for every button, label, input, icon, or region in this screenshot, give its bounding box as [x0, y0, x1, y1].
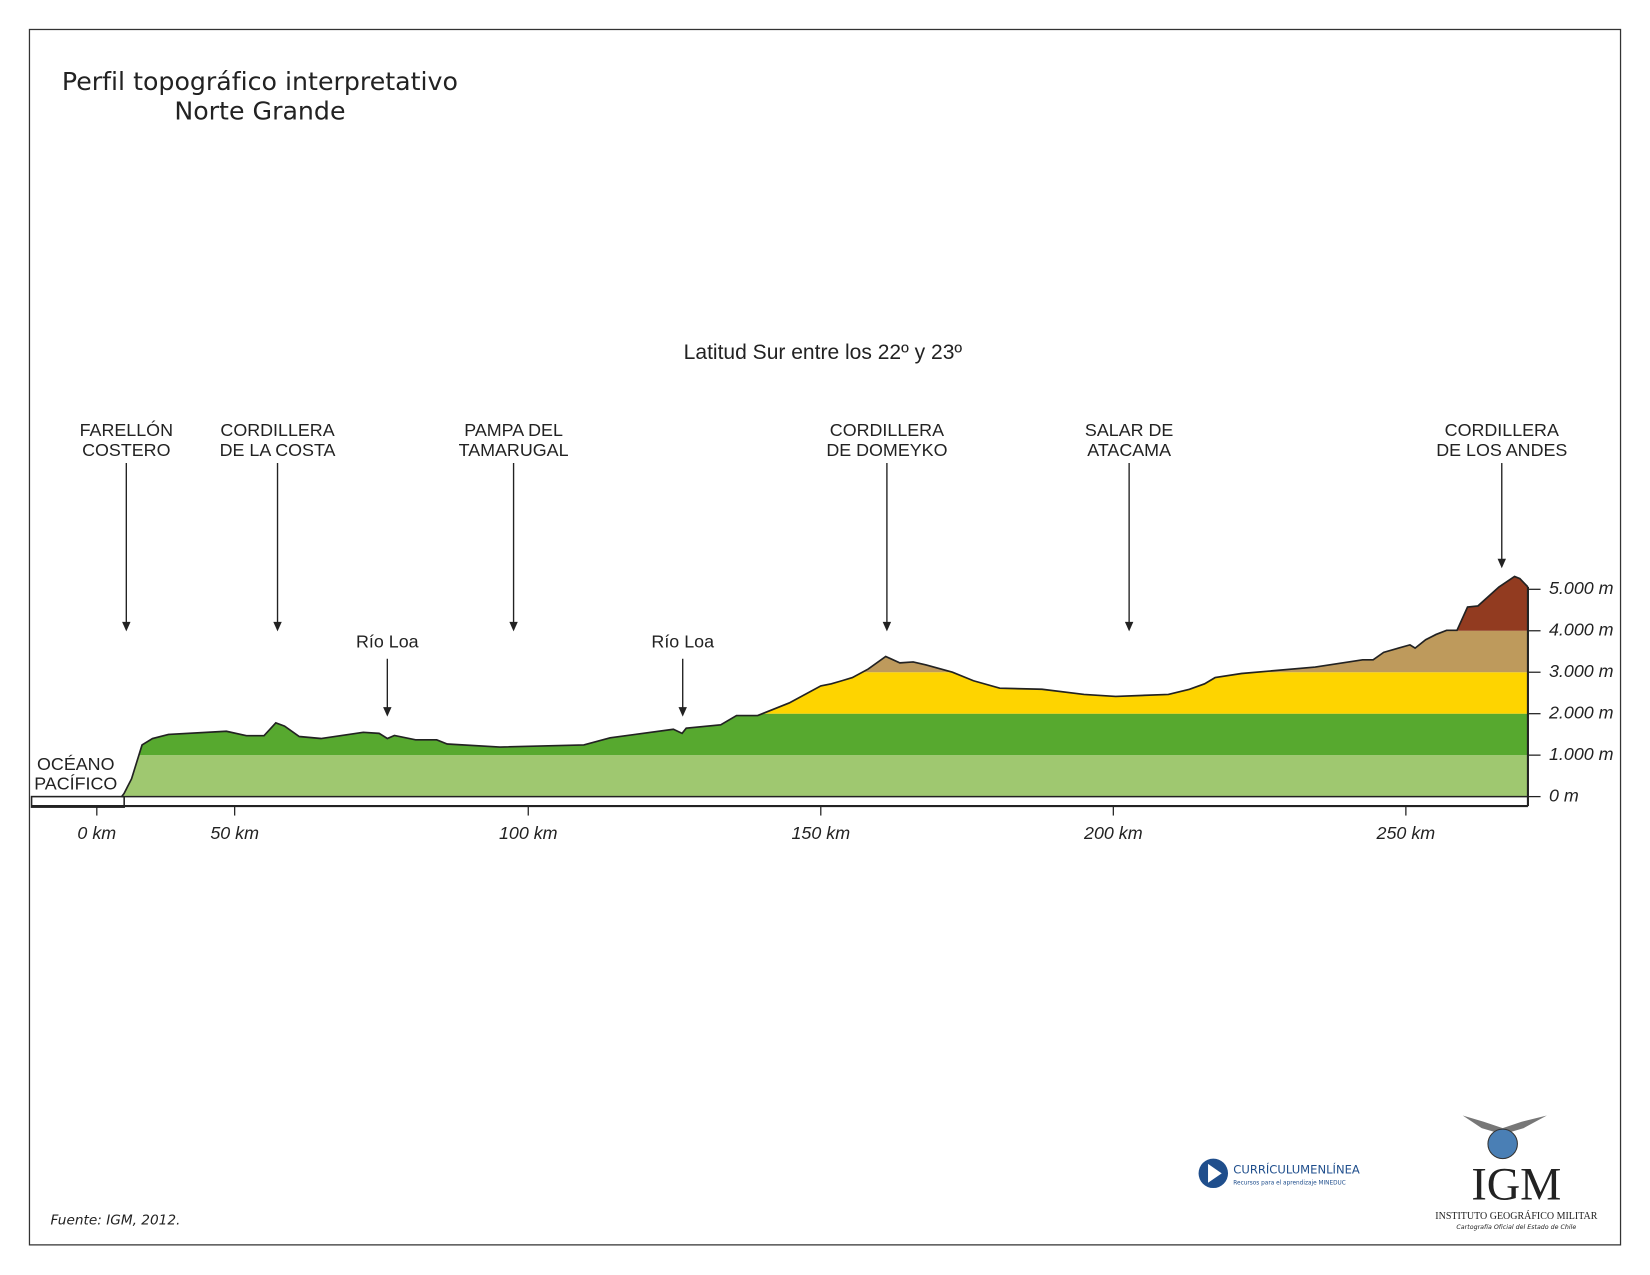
- elevation-band: [121, 630, 1528, 673]
- chart-title: Perfil topográfico interpretativo: [62, 67, 458, 96]
- x-tick-label: 100 km: [499, 823, 558, 843]
- igm-logo: IGM INSTITUTO GEOGRÁFICO MILITAR Cartogr…: [1435, 1115, 1598, 1231]
- annotation-arrowhead: [882, 621, 892, 632]
- x-tick-label: 200 km: [1083, 823, 1143, 843]
- logo-text: CURRÍCULUMENLÍNEA: [1233, 1162, 1360, 1177]
- annotation-label: PAMPA DEL: [464, 420, 563, 440]
- logo-subtext: INSTITUTO GEOGRÁFICO MILITAR: [1435, 1210, 1597, 1222]
- x-tick-label: 250 km: [1376, 823, 1436, 843]
- y-tick-label: 2.000 m: [1548, 702, 1614, 722]
- annotation-label: FARELLÓN: [80, 419, 173, 440]
- annotation-label: COSTERO: [82, 440, 170, 460]
- annotation-arrowhead: [509, 621, 518, 632]
- elevation-band: [121, 576, 1528, 631]
- annotation-label: DE LA COSTA: [220, 440, 336, 460]
- logo-subtext: Cartografía Oficial del Estado de Chile: [1456, 1223, 1576, 1231]
- ocean-label: PACÍFICO: [34, 774, 117, 794]
- terrain-profile: [120, 575, 1529, 798]
- frame: [28, 28, 1622, 1246]
- x-tick-label: 50 km: [210, 823, 259, 843]
- x-tick-label: 0 km: [77, 823, 116, 843]
- y-tick-label: 4.000 m: [1549, 619, 1614, 639]
- annotation-label: ATACAMA: [1087, 440, 1171, 460]
- source: Fuente: IGM, 2012.: [51, 1213, 181, 1229]
- x-tick-label: 150 km: [791, 823, 850, 843]
- y-tick-label: 5.000 m: [1549, 578, 1614, 598]
- annotation-arrowhead: [1124, 621, 1134, 632]
- logo-icon: [1208, 1163, 1222, 1183]
- y-tick-label: 3.000 m: [1549, 661, 1614, 681]
- y-tick-label: 0 m: [1549, 785, 1579, 805]
- annotation-label: Río Loa: [356, 632, 419, 652]
- annotation-arrowhead: [383, 707, 392, 717]
- annotation-arrowhead: [122, 621, 131, 632]
- annotation-arrowhead: [1497, 558, 1506, 569]
- chart-title: Norte Grande: [174, 97, 345, 126]
- annotation-label: DE LOS ANDES: [1436, 440, 1567, 460]
- logo-globe: [1487, 1128, 1518, 1160]
- annotation-arrowhead: [273, 621, 282, 632]
- annotation-arrowhead: [678, 707, 687, 717]
- elevation-band: [121, 713, 1528, 756]
- chart-subtitle: Latitud Sur entre los 22º y 23º: [684, 341, 963, 364]
- elevation-band: [121, 755, 1528, 797]
- annotation-label: TAMARUGAL: [459, 440, 569, 460]
- ocean-label: OCÉANO: [37, 754, 115, 774]
- curriculum-logo: CURRÍCULUMENLÍNEA Recursos para el apren…: [1198, 1158, 1360, 1189]
- annotation-label: CORDILLERA: [1445, 420, 1559, 440]
- elevation-bands: [121, 576, 1528, 797]
- annotation-label: CORDILLERA: [220, 420, 334, 440]
- annotation-label: CORDILLERA: [830, 420, 944, 440]
- logo-text: IGM: [1471, 1160, 1561, 1211]
- y-tick-label: 1.000 m: [1549, 744, 1614, 764]
- annotation-label: SALAR DE: [1085, 420, 1173, 440]
- annotation-label: Río Loa: [651, 632, 714, 652]
- logo-subtext: Recursos para el aprendizaje MINEDUC: [1233, 1180, 1346, 1186]
- annotation-label: DE DOMEYKO: [826, 440, 947, 460]
